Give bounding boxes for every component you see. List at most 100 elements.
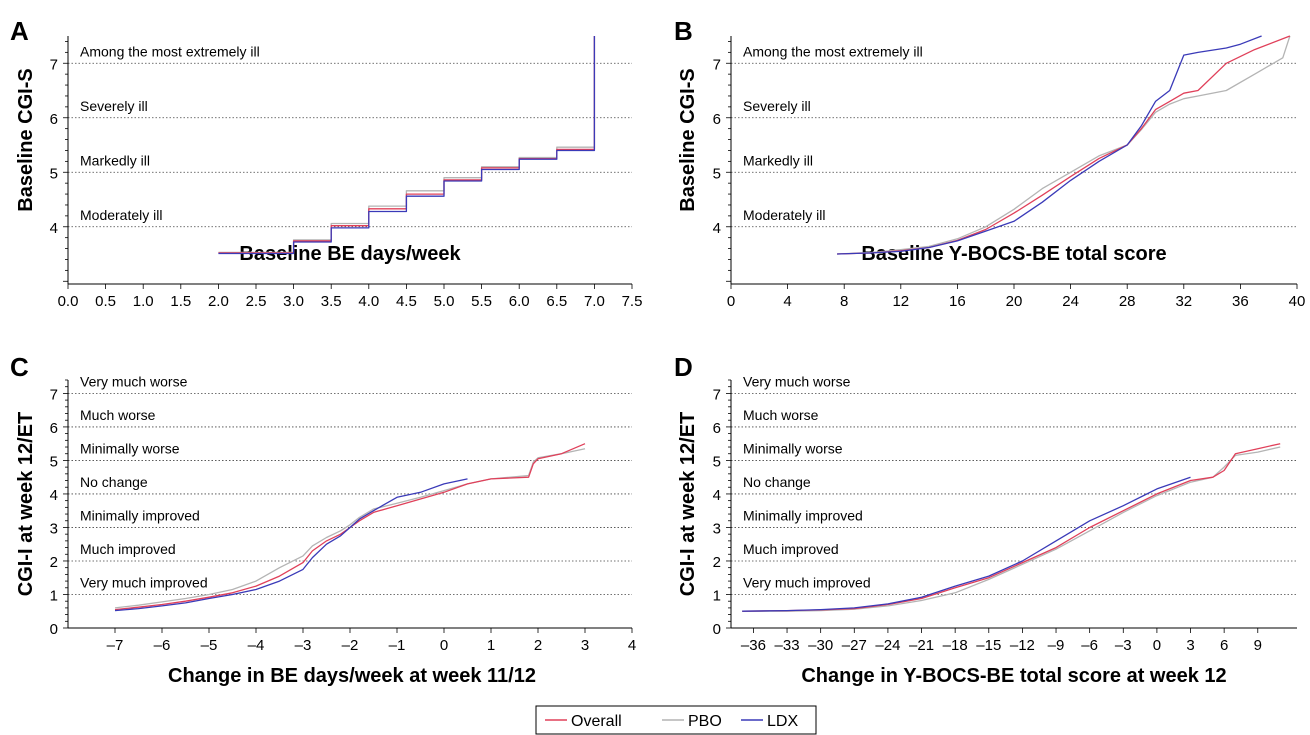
- panel-d-y-tick-label: 4: [713, 487, 721, 504]
- panel-a-ylabel: Baseline CGI-S: [15, 68, 37, 211]
- panel-c-x-tick-label: 1: [487, 637, 495, 654]
- panel-b-xlabel: Baseline Y-BOCS-BE total score: [861, 243, 1166, 265]
- panel-d-annotation: Very much worse: [743, 373, 851, 389]
- panel-d-y-tick-label: 2: [713, 554, 721, 571]
- panel-a-series-overall: [218, 36, 596, 254]
- panel-a-series-ldx: [218, 36, 596, 255]
- panel-b-y-tick-label: 5: [713, 165, 721, 182]
- panel-a-x-tick-label: 6.5: [546, 293, 567, 310]
- panel-a-x-tick-label: 1.5: [170, 293, 191, 310]
- panel-b-annotation: Moderately ill: [743, 207, 825, 223]
- panel-c-x-tick-label: –3: [295, 637, 312, 654]
- panel-b-x-tick-label: 12: [892, 293, 909, 310]
- panel-b-plot: Among the most extremely ill Severely ill…: [713, 35, 1306, 310]
- panel-c-annotation: Very much improved: [80, 574, 208, 590]
- panel-b-series-pbo: [837, 35, 1291, 255]
- panel-c-letter: C: [10, 352, 29, 382]
- panel-c-y-tick-label: 2: [50, 554, 58, 571]
- panel-a-xlabel: Baseline BE days/week: [239, 243, 461, 265]
- panel-a-x-tick-label: 5.5: [471, 293, 492, 310]
- panel-c-x-tick-label: 0: [440, 637, 448, 654]
- panel-b-x-tick-label: 28: [1119, 293, 1136, 310]
- panel-a-x-tick-label: 1.0: [133, 293, 154, 310]
- legend-label-overall: Overall: [571, 713, 622, 730]
- panel-a-x-tick-label: 4.0: [358, 293, 379, 310]
- panel-d-x-tick-label: –21: [909, 637, 934, 654]
- panel-c-x-tick-label: –2: [342, 637, 359, 654]
- panel-c-x-tick-label: –5: [201, 637, 218, 654]
- panel-c-y-tick-label: 1: [50, 587, 58, 604]
- panel-a-y-tick-label: 6: [50, 111, 58, 128]
- panel-c-x-tick-label: 3: [581, 637, 589, 654]
- panel-a-y-tick-label: 4: [50, 220, 58, 237]
- panel-d-series-overall: [742, 443, 1281, 612]
- panel-c-series-ldx: [114, 478, 468, 612]
- panel-c-x-tick-label: –6: [154, 637, 171, 654]
- panel-d-series-ldx: [742, 476, 1191, 612]
- panel-c-y-tick-label: 7: [50, 386, 58, 403]
- panel-c-annotation: Much worse: [80, 407, 156, 423]
- panel-b-annotation: Markedly ill: [743, 152, 813, 168]
- panel-a-y-tick-label: 5: [50, 165, 58, 182]
- panel-c-y-tick-label: 0: [50, 621, 58, 638]
- panel-d-y-tick-label: 1: [713, 587, 721, 604]
- panel-a-annotation: Moderately ill: [80, 207, 162, 223]
- panel-d-x-tick-label: –15: [976, 637, 1001, 654]
- panel-b-x-tick-label: 32: [1175, 293, 1192, 310]
- panel-c-x-tick-label: –4: [248, 637, 265, 654]
- panel-c-x-tick-label: 4: [628, 637, 636, 654]
- panel-b-x-tick-label: 20: [1006, 293, 1023, 310]
- panel-d-ylabel: CGI-I at week 12/ET: [677, 412, 699, 597]
- panel-c: C CGI-I at week 12/ET Change in BE days/…: [10, 352, 636, 687]
- legend-box: [535, 705, 817, 735]
- legend: Overall PBO LDX: [535, 705, 817, 735]
- panel-c-y-tick-label: 6: [50, 420, 58, 437]
- panel-b-series-overall: [837, 35, 1291, 255]
- panel-c-x-tick-label: –1: [389, 637, 406, 654]
- panel-a-series-pbo: [218, 36, 596, 254]
- panel-d-xlabel: Change in Y-BOCS-BE total score at week …: [801, 665, 1226, 687]
- panel-d-x-tick-label: –30: [808, 637, 833, 654]
- panel-b-x-tick-label: 24: [1062, 293, 1079, 310]
- panel-c-xlabel: Change in BE days/week at week 11/12: [168, 665, 536, 687]
- panel-d-x-tick-label: –33: [775, 637, 800, 654]
- panel-d-x-tick-label: –36: [741, 637, 766, 654]
- panel-b-x-tick-label: 40: [1289, 293, 1306, 310]
- panel-b: B Baseline CGI-S Baseline Y-BOCS-BE tota…: [674, 16, 1305, 310]
- panel-a-x-tick-label: 0.5: [95, 293, 116, 310]
- panel-a-y-tick-label: 7: [50, 56, 58, 73]
- panel-d-annotation: No change: [743, 474, 811, 490]
- panel-b-annotation: Among the most extremely ill: [743, 43, 923, 59]
- panel-a-x-tick-label: 3.5: [321, 293, 342, 310]
- panel-b-x-tick-label: 8: [840, 293, 848, 310]
- panel-a-letter: A: [10, 16, 29, 46]
- panel-d-y-tick-label: 3: [713, 520, 721, 537]
- legend-label-pbo: PBO: [688, 713, 722, 730]
- panel-c-y-tick-label: 5: [50, 453, 58, 470]
- panel-a-x-tick-label: 2.5: [246, 293, 267, 310]
- panel-c-ylabel: CGI-I at week 12/ET: [15, 412, 37, 597]
- panel-c-y-tick-label: 3: [50, 520, 58, 537]
- panel-d: D CGI-I at week 12/ET Change in Y-BOCS-B…: [674, 352, 1297, 687]
- panel-b-x-tick-label: 36: [1232, 293, 1249, 310]
- panel-c-annotation: Minimally improved: [80, 507, 200, 523]
- panel-c-annotation: Very much worse: [80, 373, 188, 389]
- panel-d-x-tick-label: 0: [1153, 637, 1161, 654]
- panel-b-x-tick-label: 4: [783, 293, 791, 310]
- panel-a-x-tick-label: 3.0: [283, 293, 304, 310]
- panel-c-x-tick-label: 2: [534, 637, 542, 654]
- panel-b-annotation: Severely ill: [743, 98, 811, 114]
- panel-a-plot: Among the most extremely ill Severely ill…: [50, 36, 642, 310]
- panel-a-x-tick-label: 7.0: [584, 293, 605, 310]
- panel-b-y-tick-label: 4: [713, 220, 721, 237]
- panel-d-annotation: Very much improved: [743, 574, 871, 590]
- panel-a: A Baseline CGI-S Baseline BE days/week A…: [10, 16, 642, 310]
- panel-a-x-tick-label: 4.5: [396, 293, 417, 310]
- panel-c-plot: Very much worse Much worse Minimally worse…: [50, 373, 637, 654]
- panel-a-x-tick-label: 6.0: [509, 293, 530, 310]
- panel-d-x-tick-label: 3: [1186, 637, 1194, 654]
- panel-d-x-tick-label: –18: [943, 637, 968, 654]
- panel-b-x-tick-label: 16: [949, 293, 966, 310]
- panel-d-y-tick-label: 5: [713, 453, 721, 470]
- panel-a-annotation: Severely ill: [80, 98, 148, 114]
